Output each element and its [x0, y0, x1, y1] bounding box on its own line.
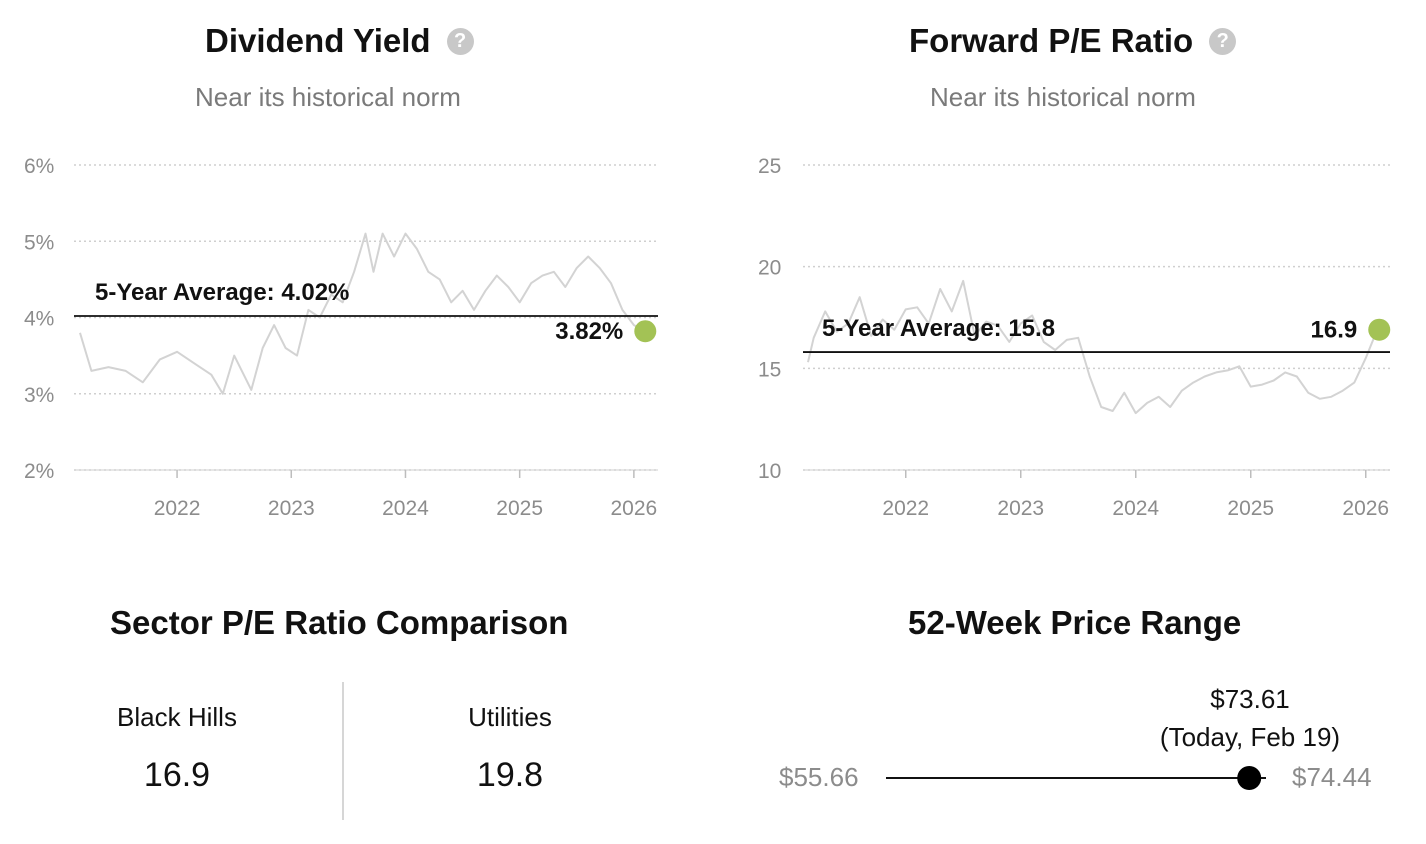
- y-tick-label: 15: [758, 358, 781, 381]
- x-tick-label: 2023: [268, 497, 315, 520]
- y-tick-label: 10: [758, 460, 781, 483]
- sector-comparison-title: Sector P/E Ratio Comparison: [110, 604, 569, 641]
- x-tick-label: 2022: [154, 497, 201, 520]
- average-label: 5-Year Average: 4.02%: [95, 279, 349, 306]
- range-current-marker: [1237, 766, 1262, 790]
- sector-item-name: Utilities: [468, 702, 552, 732]
- price-range-current: $73.61 (Today, Feb 19): [1120, 680, 1380, 756]
- price-range-low: $55.66: [779, 762, 859, 792]
- current-value-label: 16.9: [1311, 317, 1358, 344]
- forward-pe-title-text: Forward P/E Ratio: [909, 22, 1194, 59]
- x-tick-label: 2026: [1342, 497, 1389, 520]
- current-value-dot: [634, 320, 657, 343]
- forward-pe-title: Forward P/E Ratio ?: [909, 22, 1237, 60]
- dividend-yield-chart: 2% 3% 4% 5% 6% 2022 2023 2024 2025 2026 5-Year Ave…: [24, 155, 658, 520]
- x-tick-label: 2022: [882, 497, 929, 520]
- average-label: 5-Year Average: 15.8: [822, 315, 1055, 342]
- y-tick-label: 2%: [24, 460, 54, 483]
- current-value-label: 3.82%: [555, 318, 623, 345]
- series-line: [807, 279, 1379, 415]
- price-range-current-value: $73.61: [1210, 684, 1290, 714]
- sector-item-value: 16.9: [143, 756, 211, 794]
- price-range-high: $74.44: [1292, 762, 1372, 792]
- price-range-title: 52-Week Price Range: [908, 604, 1242, 641]
- x-tick-label: 2025: [1227, 497, 1274, 520]
- series-line: [79, 232, 646, 395]
- sector-item-name: Black Hills: [117, 702, 237, 732]
- y-tick-label: 3%: [24, 384, 54, 407]
- y-tick-label: 5%: [24, 231, 54, 254]
- sector-divider: [342, 682, 344, 820]
- current-value-dot: [1368, 318, 1391, 341]
- x-tick-label: 2025: [496, 497, 543, 520]
- x-tick-label: 2024: [1112, 497, 1159, 520]
- x-tick-label: 2023: [997, 497, 1044, 520]
- dividend-yield-title-text: Dividend Yield: [205, 22, 431, 59]
- y-tick-label: 20: [758, 257, 781, 280]
- y-tick-label: 25: [758, 155, 781, 178]
- sector-item-value: 19.8: [476, 756, 544, 794]
- dividend-yield-subtitle: Near its historical norm: [195, 82, 461, 112]
- dividend-yield-title: Dividend Yield ?: [205, 22, 474, 60]
- question-circle-icon[interactable]: ?: [446, 27, 474, 55]
- y-tick-label: 6%: [24, 155, 54, 178]
- forward-pe-subtitle: Near its historical norm: [930, 82, 1196, 112]
- x-tick-label: 2024: [382, 497, 429, 520]
- question-circle-icon[interactable]: ?: [1209, 27, 1237, 55]
- price-range-current-note: (Today, Feb 19): [1159, 722, 1341, 752]
- y-tick-label: 4%: [24, 308, 54, 331]
- x-tick-label: 2026: [611, 497, 658, 520]
